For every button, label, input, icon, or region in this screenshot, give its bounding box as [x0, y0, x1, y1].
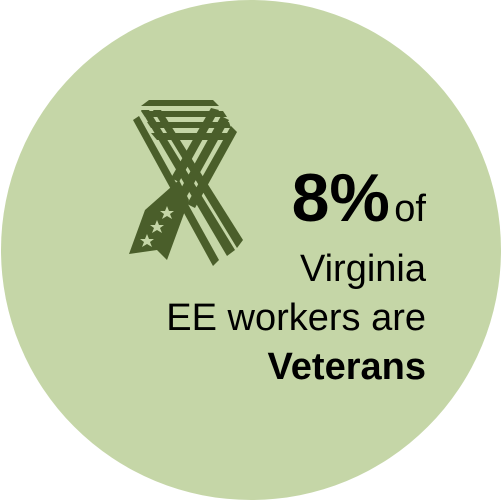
stat-line-veterans: Veterans	[267, 346, 426, 388]
stat-line-virginia: Virginia	[299, 248, 426, 290]
veterans-ribbon-icon	[129, 100, 243, 266]
stat-value: 8%	[291, 160, 390, 236]
stat-of: of	[394, 188, 426, 230]
stat-line-workers: EE workers are	[166, 297, 426, 339]
stat-headline: 8% of	[292, 160, 426, 255]
